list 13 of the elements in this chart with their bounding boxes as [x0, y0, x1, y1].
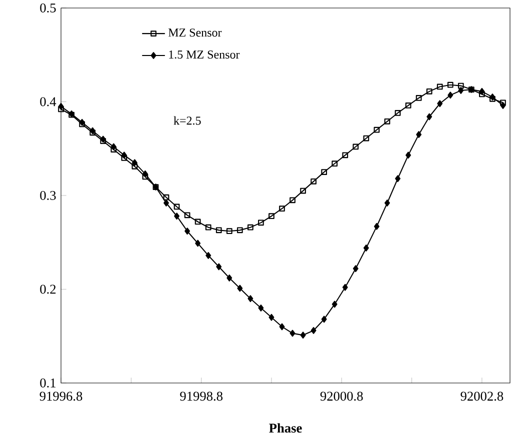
y-tick-label: 0.4 [40, 97, 56, 106]
y-tick-label: 0.1 [40, 378, 56, 388]
y-tick-label: 0.5 [40, 3, 56, 13]
x-axis-title: Phase [269, 423, 302, 433]
y-tick-label: 0.2 [40, 284, 56, 294]
legend-label: MZ Sensor [168, 28, 222, 37]
x-tick-label: 91998.8 [180, 392, 222, 401]
legend-label: 1.5 MZ Sensor [169, 50, 240, 59]
annotation: k=2.5 [174, 116, 201, 125]
x-tick-label: 92002.8 [460, 392, 504, 401]
x-tick-label: 92000.8 [320, 392, 363, 401]
y-tick-label: 0.3 [40, 190, 56, 200]
x-tick-label: 91996.8 [40, 392, 82, 401]
